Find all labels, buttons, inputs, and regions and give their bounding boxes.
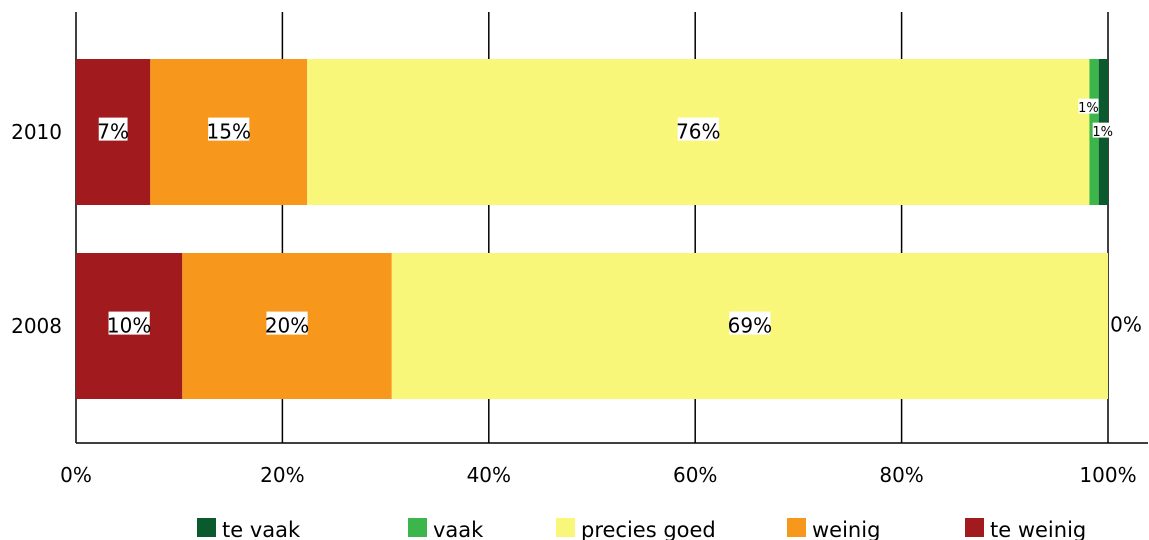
data-label-bg <box>1078 98 1099 114</box>
data-label-bg <box>108 311 150 335</box>
legend-label: weinig <box>812 518 880 540</box>
data-label-bg <box>208 117 250 141</box>
category-label: 2008 <box>11 314 62 338</box>
data-label: 0% <box>1110 312 1142 336</box>
legend-swatch <box>556 518 575 537</box>
x-tick-label: 60% <box>673 463 717 487</box>
legend-swatch <box>965 518 984 537</box>
axes: 0% 20% 40% 60% 80% 100% 2010 2008 <box>11 120 1148 487</box>
x-tick-label: 0% <box>60 463 92 487</box>
data-label: 20% <box>265 313 309 337</box>
legend-label: te vaak <box>222 518 301 540</box>
bars <box>76 59 1108 399</box>
legend-label: te weinig <box>990 518 1086 540</box>
legend-swatch <box>408 518 427 537</box>
data-label-bg <box>266 311 308 335</box>
data-label: 10% <box>107 313 151 337</box>
x-tick-label: 20% <box>260 463 304 487</box>
data-label: 1% <box>1078 101 1099 116</box>
x-tick-label: 100% <box>1079 463 1136 487</box>
x-tick-label: 80% <box>879 463 923 487</box>
x-tick-label: 40% <box>467 463 511 487</box>
data-label: 15% <box>207 119 251 143</box>
category-label: 2010 <box>11 120 62 144</box>
data-label: 7% <box>97 119 129 143</box>
legend-swatch <box>787 518 806 537</box>
data-label-bg <box>98 117 128 141</box>
legend-swatch <box>197 518 216 537</box>
legend: te vaak vaak precies goed weinig te weinig <box>197 518 1086 540</box>
data-label: 1% <box>1092 125 1113 140</box>
data-label-bg <box>677 117 719 141</box>
legend-label: precies goed <box>581 518 716 540</box>
data-label-bg <box>1111 310 1141 334</box>
data-label: 76% <box>676 119 720 143</box>
data-labels: 7% 15% 76% 1% 1% 10% 20% 69% 0% <box>97 98 1142 337</box>
data-label-bg <box>1092 122 1113 138</box>
legend-label: vaak <box>433 518 484 540</box>
data-label-bg <box>729 311 771 335</box>
data-label: 69% <box>728 313 772 337</box>
